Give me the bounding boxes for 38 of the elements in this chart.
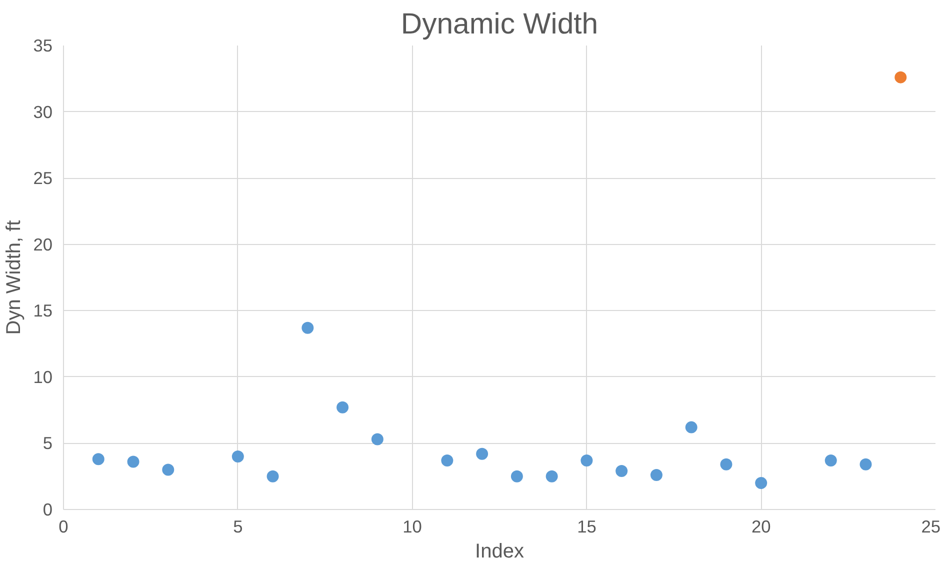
point [824,454,837,466]
x-axis-title: Index [475,540,524,562]
point [127,456,140,468]
point [894,71,907,84]
x-tick-label: 15 [577,516,596,536]
y-tick-label: 5 [42,433,53,454]
point [266,470,279,482]
y-tick-label: 15 [33,300,53,321]
point [860,458,872,470]
point [616,465,628,478]
point [476,448,488,460]
y-tick-label: 10 [33,366,53,387]
point [755,476,768,489]
point [685,421,698,434]
y-tick-label: 25 [33,168,53,188]
point [232,450,244,462]
x-tick-label: 5 [233,516,243,536]
point [92,453,104,466]
point [162,464,174,476]
point [302,322,314,334]
point [510,470,523,482]
x-tick-label: 25 [921,516,941,536]
point [580,454,593,466]
y-tick-label: 35 [33,36,53,56]
point [371,433,384,446]
point [546,470,558,482]
y-tick-label: 20 [33,234,53,254]
point [336,401,349,414]
point [650,469,662,482]
x-tick-label: 10 [402,516,422,536]
point [720,458,732,470]
y-tick-label: 30 [33,102,53,122]
y-tick-label: 0 [42,500,53,520]
y-axis-title: Dyn Width, ft [3,220,26,335]
x-tick-label: 0 [58,516,68,536]
chart-title: Dynamic Width [400,8,598,40]
point [441,454,454,466]
x-tick-label: 20 [751,516,771,536]
